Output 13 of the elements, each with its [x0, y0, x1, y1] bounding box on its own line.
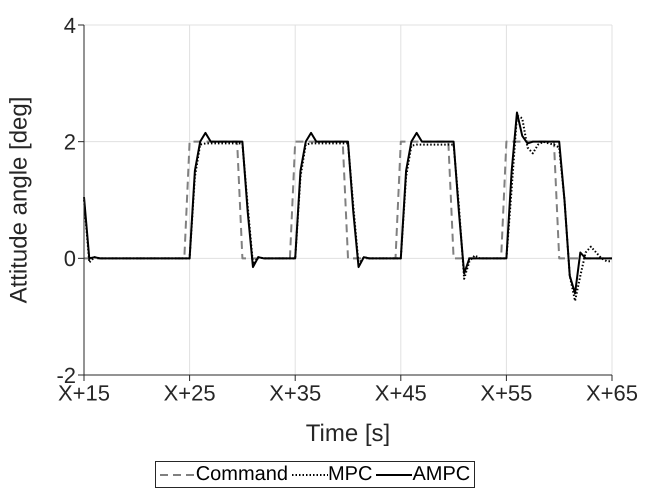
x-tick-label: X+45: [374, 380, 427, 406]
x-tick-label: X+35: [269, 380, 322, 406]
x-tick-label: X+65: [586, 380, 638, 406]
x-axis-title: Time [s]: [306, 420, 390, 447]
y-tick-label: 4: [64, 12, 76, 38]
legend-label: MPC: [328, 463, 372, 486]
legend-label: AMPC: [412, 463, 470, 486]
y-tick-label: 2: [64, 129, 76, 154]
legend-label: Command: [196, 463, 288, 486]
x-tick-label: X+55: [480, 380, 532, 406]
y-axis-title: Attitude angle [deg]: [6, 96, 33, 304]
x-tick-label: X+25: [164, 380, 216, 406]
y-tick-label: 0: [64, 246, 76, 272]
